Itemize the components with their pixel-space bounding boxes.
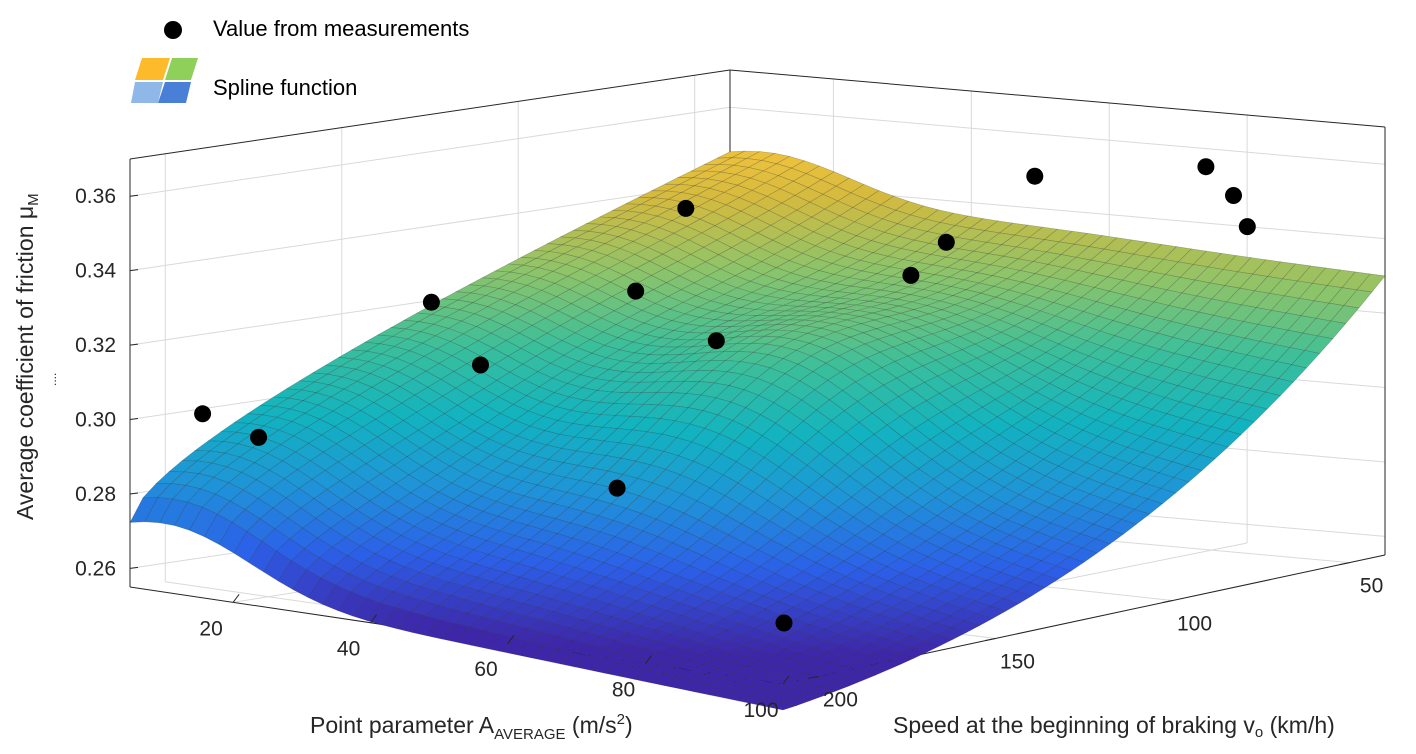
measurement-point — [627, 282, 645, 300]
surface-patch — [1055, 556, 1085, 572]
box-top-edge — [129, 69, 731, 160]
legend-label-measurements: Value from measurements — [213, 16, 470, 41]
measurement-point — [422, 293, 440, 311]
surface-patch — [989, 598, 1020, 612]
measurement-markers — [194, 158, 1256, 632]
y-tick-mark — [808, 675, 819, 679]
y-tick-mark — [1162, 600, 1173, 604]
surface-patch — [1186, 454, 1216, 471]
box-top-edge — [729, 69, 1386, 128]
z-tick-mark — [129, 343, 139, 346]
measurement-point — [677, 199, 695, 217]
x-tick-mark — [370, 614, 377, 624]
surface-patch — [976, 605, 1007, 619]
surface-patch — [832, 676, 863, 687]
measurement-point — [1026, 167, 1044, 185]
z-axis-title-extra: .... — [45, 373, 59, 386]
measurement-point — [608, 479, 626, 497]
surface-patch — [963, 613, 994, 627]
x-tick-mark — [232, 594, 240, 603]
y-tick-label: 200 — [823, 688, 858, 711]
surface-patch — [1225, 417, 1255, 435]
surface-patch — [1042, 565, 1072, 580]
surface-patch — [1147, 488, 1177, 505]
surface-patch — [1107, 519, 1137, 535]
surface-patch — [1094, 528, 1124, 545]
y-tick-label: 150 — [1000, 650, 1035, 673]
z-axis-title: Average coefficient of friction μM — [12, 193, 42, 520]
legend-marker-icon — [164, 21, 182, 39]
x-tick-label: 80 — [612, 679, 635, 702]
measurement-point — [250, 428, 268, 446]
z-tick-mark — [129, 492, 139, 495]
surface-patch — [1081, 538, 1111, 554]
measurement-point — [1238, 218, 1256, 236]
measurement-point — [902, 266, 920, 284]
z-tick-mark — [129, 566, 139, 569]
legend-label-spline: Spline function — [213, 75, 358, 100]
z-tick-label: 0.30 — [75, 409, 116, 432]
surface-patch — [1264, 378, 1294, 397]
spline-surface — [129, 150, 1386, 711]
measurement-point — [1197, 158, 1215, 176]
z-tick-mark — [129, 418, 139, 421]
x-tick-label: 20 — [199, 617, 222, 640]
y-tick-label: 100 — [1177, 613, 1212, 636]
measurement-point — [775, 614, 793, 632]
z-tick-mark — [129, 194, 139, 197]
z-tick-mark — [129, 269, 139, 272]
measurement-point — [1225, 187, 1242, 204]
y-tick-label: 50 — [1360, 575, 1383, 598]
measurement-point — [937, 233, 955, 251]
x-tick-label: 60 — [474, 658, 497, 681]
x-tick-label: 100 — [743, 699, 778, 722]
measurement-point — [194, 405, 212, 423]
z-tick-label: 0.36 — [75, 185, 116, 208]
z-tick-label: 0.34 — [75, 260, 116, 283]
measurement-point — [707, 332, 725, 350]
z-tick-label: 0.26 — [75, 557, 116, 580]
x-axis-title: Point parameter AAVERAGE (m/s2) — [310, 711, 633, 743]
legend-surface-icon — [131, 58, 198, 103]
x-tick-label: 40 — [337, 638, 360, 661]
y-tick-mark — [985, 637, 996, 641]
x-tick-mark — [782, 675, 790, 685]
y-tick-mark — [1339, 562, 1350, 566]
surface-patch — [767, 701, 798, 711]
surface-patch — [1029, 574, 1059, 589]
z-tick-label: 0.32 — [75, 334, 116, 357]
x-tick-mark — [645, 655, 652, 664]
surface-patch — [1343, 289, 1373, 309]
surface-patch — [1133, 498, 1164, 515]
y-axis-title: Speed at the beginning of braking vo (km… — [893, 712, 1335, 741]
measurement-point — [472, 356, 489, 374]
x-tick-mark — [507, 634, 515, 644]
surface-patch — [1317, 320, 1347, 340]
tick-labels: 0.26 0.28 0.30 0.32 0.34 0.36 20 40 60 80 100 50 100… — [75, 185, 1383, 722]
z-tick-label: 0.28 — [75, 483, 116, 506]
